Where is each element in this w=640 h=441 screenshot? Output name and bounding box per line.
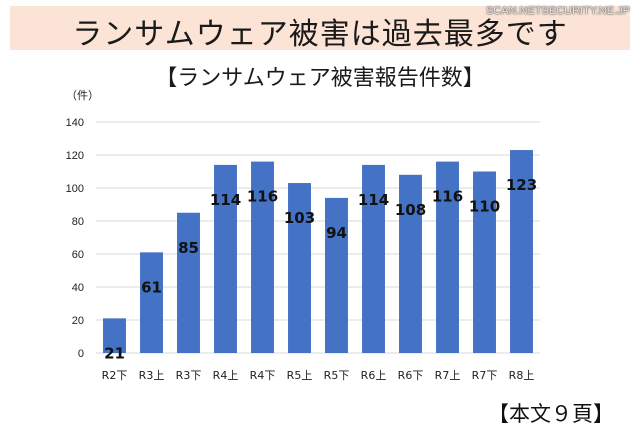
- x-tick-label: R4上: [213, 369, 239, 382]
- data-label: 116: [432, 188, 463, 206]
- bar: [214, 164, 237, 353]
- bar: [288, 183, 311, 353]
- x-tick-label: R4下: [250, 369, 276, 382]
- x-tick-label: R6下: [398, 369, 424, 382]
- y-tick-label: 100: [66, 183, 84, 195]
- y-tick-label: 60: [72, 249, 84, 261]
- bar: [436, 161, 459, 353]
- bar: [140, 252, 163, 353]
- data-label: 123: [506, 176, 537, 194]
- bar: [325, 197, 348, 353]
- data-label: 116: [247, 188, 278, 206]
- bar: [510, 150, 533, 353]
- data-label: 94: [326, 224, 347, 242]
- data-label: 21: [104, 344, 125, 362]
- x-tick-label: R3上: [139, 369, 165, 382]
- bar: [362, 164, 385, 353]
- y-tick-label: 0: [78, 348, 84, 360]
- data-label: 85: [178, 239, 199, 257]
- bar: [399, 174, 422, 353]
- bar: [103, 318, 126, 353]
- data-label: 110: [469, 198, 500, 216]
- y-tick-label: 80: [72, 216, 84, 228]
- x-tick-label: R7下: [472, 369, 498, 382]
- chart-title: 【ランサムウェア被害報告件数】: [155, 66, 485, 91]
- y-tick-label: 120: [66, 150, 84, 162]
- bar: [177, 212, 200, 353]
- data-label: 114: [210, 191, 241, 209]
- y-tick-label: 40: [72, 282, 84, 294]
- watermark: SCAN.NETSECURITY.NE.JP: [485, 5, 630, 17]
- x-tick-label: R5上: [287, 369, 313, 382]
- x-tick-label: R5下: [324, 369, 350, 382]
- data-label: 61: [141, 278, 162, 296]
- banner-title: ランサムウェア被害は過去最多です: [72, 17, 568, 52]
- x-tick-label: R8上: [509, 369, 535, 382]
- x-tick-label: R3下: [176, 369, 202, 382]
- y-tick-label: 20: [72, 315, 84, 327]
- x-tick-label: R2下: [102, 369, 128, 382]
- y-tick-label: 140: [66, 117, 84, 129]
- x-tick-label: R7上: [435, 369, 461, 382]
- data-label: 114: [358, 191, 389, 209]
- title-banner: ランサムウェア被害は過去最多です: [10, 6, 630, 52]
- bar: [251, 161, 274, 353]
- x-tick-label: R6上: [361, 369, 387, 382]
- data-label: 103: [284, 209, 315, 227]
- y-axis-unit-label: （件）: [66, 89, 99, 102]
- page-reference: 【本文９頁】: [488, 402, 614, 426]
- data-label: 108: [395, 201, 426, 219]
- bar: [473, 171, 496, 353]
